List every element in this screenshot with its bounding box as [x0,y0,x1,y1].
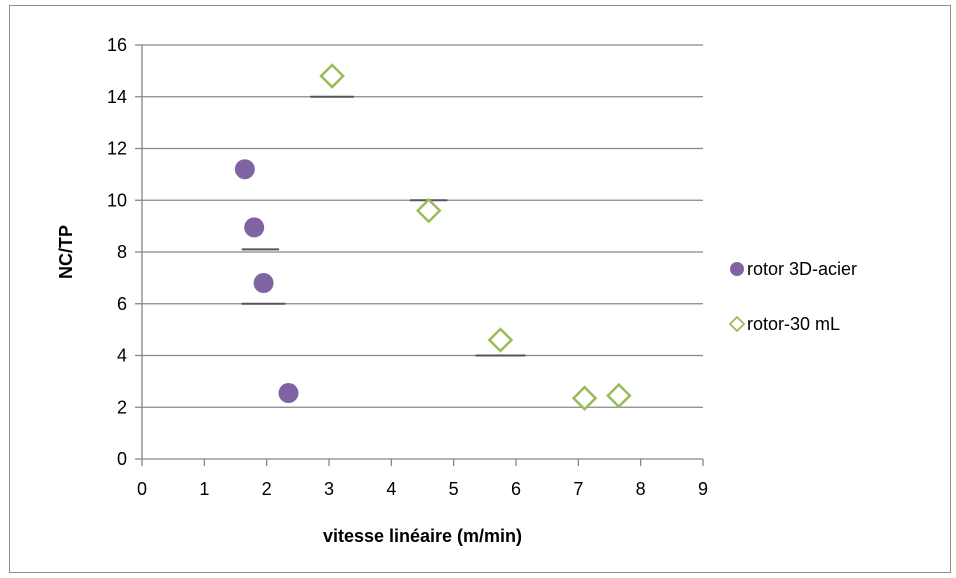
legend-label: rotor 3D-acier [747,259,857,279]
legend-label: rotor-30 mL [747,314,840,334]
legend-marker-diamond [728,315,746,333]
data-point-diamond [606,382,632,409]
y-axis-title: NC/TP [56,225,76,279]
y-tick-label: 14 [107,87,127,107]
x-tick-label: 5 [449,479,459,499]
x-axis-title: vitesse linéaire (m/min) [323,526,522,546]
data-point-diamond [487,327,514,353]
data-point-circle [253,273,274,294]
x-tick-label: 9 [698,479,708,499]
y-tick-label: 8 [117,242,127,262]
x-tick-label: 8 [636,479,646,499]
y-tick-label: 10 [107,190,127,210]
y-tick-label: 16 [107,35,127,55]
x-tick-label: 0 [137,479,147,499]
legend-marker-circle [730,262,744,276]
y-tick-label: 12 [107,139,127,159]
data-point-diamond [571,385,598,411]
x-tick-label: 3 [324,479,334,499]
chart-frame [9,5,951,573]
x-tick-label: 4 [386,479,396,499]
data-point-circle [244,217,265,238]
x-tick-label: 2 [262,479,272,499]
data-point-diamond [319,63,345,89]
y-tick-label: 6 [117,294,127,314]
x-tick-label: 1 [199,479,209,499]
x-tick-label: 7 [573,479,583,499]
data-point-diamond [415,197,442,224]
y-tick-label: 4 [117,346,127,366]
y-tick-label: 0 [117,449,127,469]
data-point-circle [234,159,255,180]
data-point-circle [278,383,299,404]
x-tick-label: 6 [511,479,521,499]
y-tick-label: 2 [117,397,127,417]
